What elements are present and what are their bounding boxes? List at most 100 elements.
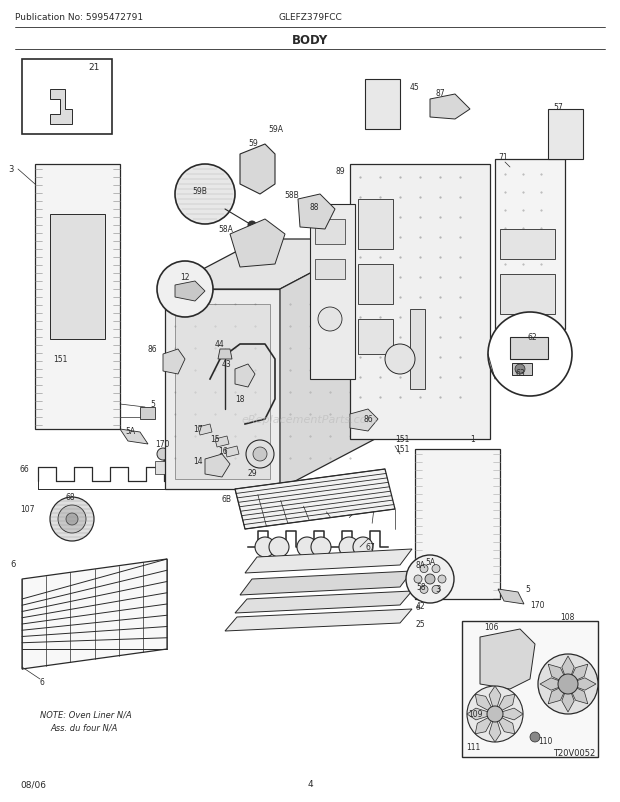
Polygon shape — [235, 469, 395, 529]
Circle shape — [467, 687, 523, 742]
Polygon shape — [568, 664, 588, 684]
Polygon shape — [170, 468, 190, 480]
Text: 29: 29 — [248, 469, 258, 478]
Circle shape — [157, 261, 213, 318]
Polygon shape — [415, 449, 500, 599]
Circle shape — [318, 308, 342, 331]
Polygon shape — [548, 684, 568, 704]
Polygon shape — [462, 622, 598, 757]
Text: 58B: 58B — [284, 191, 299, 200]
Circle shape — [311, 537, 331, 557]
Polygon shape — [165, 240, 375, 290]
Polygon shape — [430, 95, 470, 119]
Polygon shape — [489, 687, 501, 714]
Circle shape — [515, 365, 525, 375]
Bar — [22, 60, 112, 135]
Polygon shape — [140, 407, 155, 419]
Bar — [358, 265, 393, 305]
Polygon shape — [120, 429, 148, 444]
Polygon shape — [562, 684, 574, 712]
Text: 62: 62 — [528, 333, 538, 342]
Text: 3: 3 — [8, 165, 14, 174]
Text: 16: 16 — [218, 447, 228, 456]
Text: 71: 71 — [498, 153, 508, 162]
Text: eReplacementParts.com: eReplacementParts.com — [242, 415, 378, 424]
Circle shape — [414, 575, 422, 583]
Circle shape — [488, 313, 572, 396]
Text: 59: 59 — [248, 138, 258, 148]
Circle shape — [353, 537, 373, 557]
Text: 87: 87 — [435, 88, 445, 97]
Text: 5A: 5A — [425, 558, 435, 567]
Text: 6: 6 — [40, 678, 45, 687]
Text: 63: 63 — [516, 369, 526, 378]
Polygon shape — [155, 461, 175, 475]
Text: 1: 1 — [470, 435, 475, 444]
Text: 45: 45 — [410, 83, 420, 92]
Text: 12: 12 — [180, 273, 190, 282]
Polygon shape — [50, 90, 72, 125]
Text: T20V0052: T20V0052 — [553, 748, 595, 758]
Polygon shape — [310, 205, 355, 379]
Bar — [365, 80, 400, 130]
Text: 88: 88 — [310, 203, 319, 213]
Circle shape — [269, 537, 289, 557]
Text: 43: 43 — [222, 360, 232, 369]
Bar — [500, 274, 555, 314]
Circle shape — [425, 574, 435, 585]
Text: 86: 86 — [363, 415, 373, 424]
Text: 44: 44 — [215, 340, 224, 349]
Circle shape — [248, 221, 256, 229]
Circle shape — [66, 513, 78, 525]
Text: 5: 5 — [525, 585, 530, 593]
Text: 21: 21 — [88, 63, 99, 72]
Circle shape — [406, 555, 454, 603]
Circle shape — [339, 537, 359, 557]
Text: 5A: 5A — [125, 427, 135, 436]
Text: 108: 108 — [560, 613, 574, 622]
Bar — [548, 110, 583, 160]
Text: GLEFZ379FCC: GLEFZ379FCC — [278, 14, 342, 22]
Text: 6: 6 — [10, 560, 16, 569]
Circle shape — [420, 585, 428, 593]
Circle shape — [385, 345, 415, 375]
Polygon shape — [215, 436, 229, 448]
Circle shape — [50, 497, 94, 541]
Text: 5: 5 — [150, 400, 155, 409]
Polygon shape — [498, 589, 524, 604]
Text: 42: 42 — [416, 602, 425, 611]
Polygon shape — [175, 305, 270, 480]
Circle shape — [420, 565, 428, 573]
Circle shape — [438, 575, 446, 583]
Text: 59B: 59B — [193, 187, 208, 196]
Text: NOTE: Oven Liner N/A: NOTE: Oven Liner N/A — [40, 710, 131, 719]
Polygon shape — [163, 456, 200, 464]
Polygon shape — [350, 410, 378, 431]
Text: 59A: 59A — [268, 125, 283, 134]
Circle shape — [175, 164, 235, 225]
Bar — [510, 338, 548, 359]
Polygon shape — [568, 684, 588, 704]
Polygon shape — [35, 164, 120, 429]
Bar — [358, 200, 393, 249]
Polygon shape — [495, 714, 515, 734]
Polygon shape — [480, 630, 535, 689]
Text: Ass. du four N/A: Ass. du four N/A — [50, 723, 117, 731]
Polygon shape — [240, 571, 412, 595]
Polygon shape — [495, 708, 523, 720]
Polygon shape — [467, 708, 495, 720]
Text: 86: 86 — [148, 345, 157, 354]
Text: 58A: 58A — [218, 225, 233, 234]
Text: 89: 89 — [335, 168, 345, 176]
Text: 170: 170 — [155, 440, 169, 449]
Text: 66: 66 — [20, 465, 30, 474]
Circle shape — [432, 585, 440, 593]
Circle shape — [558, 674, 578, 695]
Polygon shape — [235, 591, 412, 614]
Text: Publication No: 5995472791: Publication No: 5995472791 — [15, 14, 143, 22]
Circle shape — [432, 565, 440, 573]
Text: 6B: 6B — [222, 495, 232, 504]
Polygon shape — [235, 365, 255, 387]
Text: 14: 14 — [193, 457, 203, 466]
Polygon shape — [475, 714, 495, 734]
